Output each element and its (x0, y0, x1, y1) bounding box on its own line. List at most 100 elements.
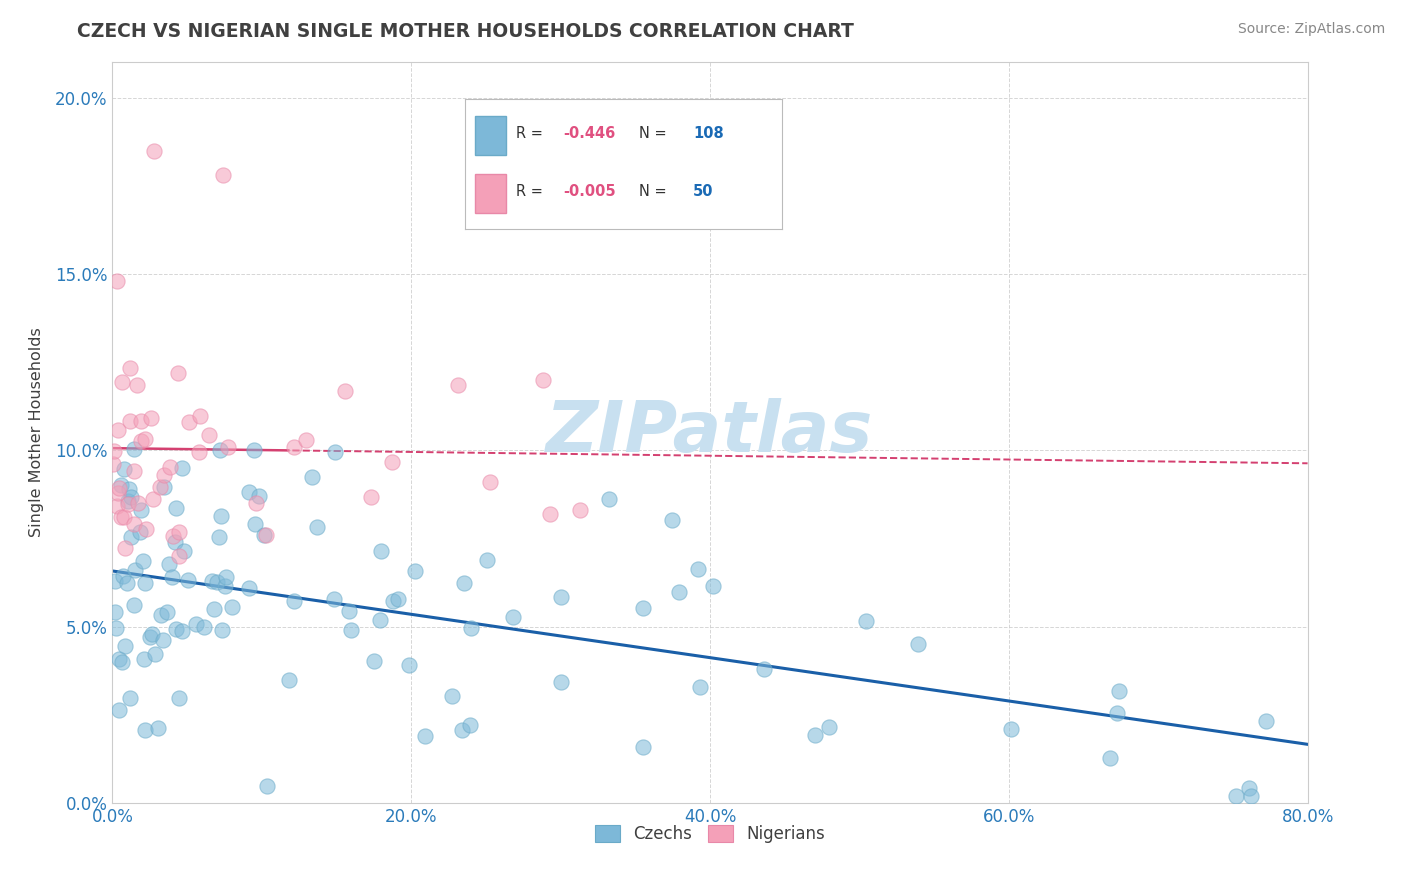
Point (188, 445, 211, 459)
Point (209, 508, 232, 523)
Point (363, 654, 385, 668)
Point (188, 409, 211, 423)
Point (217, 440, 239, 454)
Point (134, 723, 156, 738)
Point (661, 513, 683, 527)
Point (124, 464, 146, 478)
Point (153, 481, 176, 495)
Point (108, 652, 131, 666)
Point (531, 373, 554, 387)
Point (120, 360, 142, 375)
Point (135, 522, 157, 536)
Text: ZIPatlas: ZIPatlas (547, 398, 873, 467)
Point (475, 552, 498, 566)
Point (166, 366, 188, 380)
Point (111, 655, 134, 669)
Point (294, 433, 316, 447)
Point (134, 576, 156, 591)
Point (702, 579, 724, 593)
Point (127, 378, 149, 392)
Point (221, 600, 243, 615)
Point (118, 483, 141, 497)
Point (538, 507, 561, 521)
Point (238, 484, 260, 499)
Point (209, 442, 232, 457)
Legend: Czechs, Nigerians: Czechs, Nigerians (588, 819, 832, 850)
Point (907, 637, 929, 651)
Point (283, 440, 305, 454)
Point (381, 455, 404, 469)
Point (479, 475, 502, 489)
Point (134, 432, 156, 446)
Point (139, 411, 162, 425)
Point (458, 718, 481, 732)
Point (360, 490, 382, 504)
Point (370, 544, 392, 558)
Point (1239, 780, 1261, 795)
Point (129, 503, 152, 517)
Point (101, 457, 124, 471)
Point (247, 489, 270, 503)
Point (124, 563, 146, 577)
Point (107, 424, 129, 438)
Point (167, 549, 190, 563)
Point (152, 632, 174, 647)
Point (211, 168, 233, 182)
Point (631, 600, 654, 615)
Point (165, 500, 187, 515)
Point (1108, 683, 1130, 698)
Point (323, 591, 346, 606)
Point (368, 614, 391, 628)
Point (1254, 714, 1277, 728)
Point (208, 530, 231, 544)
Point (450, 723, 472, 738)
Point (381, 594, 404, 608)
Point (114, 541, 136, 556)
Point (550, 675, 572, 690)
Point (301, 470, 323, 484)
Point (112, 509, 135, 524)
Point (256, 779, 278, 793)
Point (177, 573, 200, 587)
Point (214, 579, 236, 593)
Text: CZECH VS NIGERIAN SINGLE MOTHER HOUSEHOLDS CORRELATION CHART: CZECH VS NIGERIAN SINGLE MOTHER HOUSEHOL… (77, 22, 855, 41)
Point (120, 691, 142, 706)
Point (122, 442, 145, 456)
Text: Source: ZipAtlas.com: Source: ZipAtlas.com (1237, 22, 1385, 37)
Point (205, 575, 228, 590)
Point (145, 648, 167, 662)
Point (170, 624, 193, 638)
Point (201, 574, 224, 588)
Point (114, 639, 136, 653)
Point (398, 657, 420, 672)
Point (198, 428, 221, 442)
Point (598, 491, 620, 506)
Point (173, 543, 195, 558)
Point (337, 604, 360, 618)
Point (335, 384, 357, 399)
Point (104, 621, 127, 635)
Point (818, 720, 841, 734)
Point (156, 605, 179, 619)
Point (387, 592, 409, 607)
Point (138, 630, 160, 644)
Point (214, 570, 236, 584)
Point (1225, 789, 1247, 803)
Point (170, 460, 193, 475)
Point (688, 562, 710, 576)
Point (193, 620, 215, 634)
Point (149, 607, 172, 622)
Point (108, 702, 131, 716)
Point (131, 414, 153, 428)
Point (689, 680, 711, 694)
Point (149, 480, 172, 494)
Point (132, 554, 155, 568)
Point (568, 503, 591, 517)
Point (855, 614, 877, 628)
Point (117, 493, 139, 508)
Point (165, 622, 187, 636)
Point (1240, 789, 1263, 803)
Point (141, 491, 163, 506)
Point (283, 594, 305, 608)
Point (167, 691, 190, 706)
